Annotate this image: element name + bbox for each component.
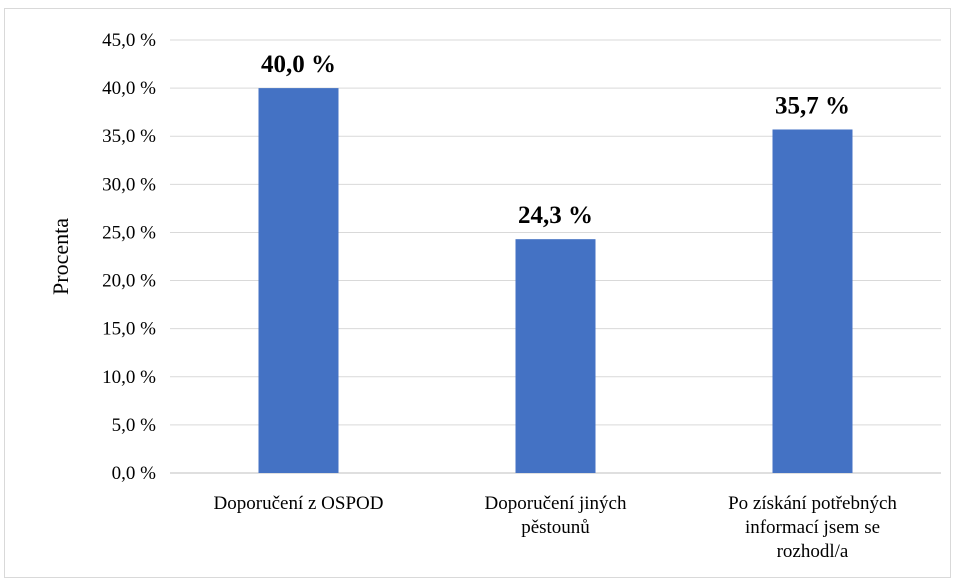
y-tick-label: 10,0 % (102, 367, 156, 388)
y-tick-label: 35,0 % (102, 126, 156, 147)
y-tick-label: 0,0 % (112, 463, 157, 484)
bar (772, 129, 853, 473)
category-label: Doporučení jiných pěstounů (485, 493, 627, 538)
category-label-line: rozhodl/a (777, 541, 849, 562)
data-label: 40,0 % (261, 51, 336, 78)
category-label: Doporučení z OSPOD (214, 493, 384, 514)
y-tick-label: 40,0 % (102, 78, 156, 99)
y-tick-label: 15,0 % (102, 319, 156, 340)
y-tick-label: 45,0 % (102, 30, 156, 51)
y-axis-title: Procenta (48, 218, 73, 295)
data-label: 24,3 % (518, 202, 593, 229)
data-label: 35,7 % (775, 92, 850, 119)
category-label: Po získání potřebných informací jsem se ro… (728, 493, 897, 562)
category-labels: Doporučení z OSPOD Doporučení jiných pěsto… (214, 493, 898, 562)
category-label-line: informací jsem se (745, 517, 880, 538)
y-tick-label: 5,0 % (112, 415, 157, 436)
y-tick-label: 30,0 % (102, 174, 156, 195)
bars (258, 88, 853, 473)
data-labels: 40,0 % 24,3 % 35,7 % (261, 51, 850, 229)
category-label-line: Po získání potřebných (728, 493, 897, 514)
bar (515, 239, 596, 473)
bar (258, 88, 339, 473)
category-label-line: pěstounů (521, 517, 590, 538)
y-tick-labels: 0,0 % 5,0 % 10,0 % 15,0 % 20,0 % 25,0 % 30,0 %… (102, 30, 156, 484)
y-tick-label: 25,0 % (102, 222, 156, 243)
y-tick-label: 20,0 % (102, 271, 156, 292)
category-label-line: Doporučení z OSPOD (214, 493, 384, 514)
category-label-line: Doporučení jiných (485, 493, 627, 514)
